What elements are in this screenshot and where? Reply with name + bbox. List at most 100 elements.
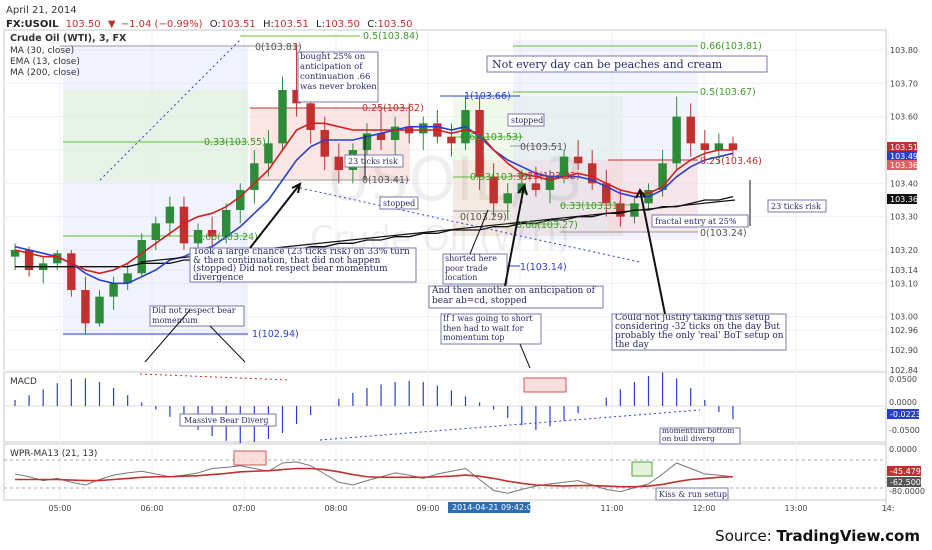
candle-body: [320, 130, 329, 157]
annotation-fractal-entry: fractal entry at 25%: [651, 214, 749, 228]
ma200-line: [15, 196, 734, 268]
annotation-bought-25: bought 25% on anticipation of continuati…: [297, 51, 379, 103]
fib-label: 1(103.14): [520, 262, 567, 273]
fib-label: 0.5(103.67): [700, 87, 756, 98]
open-value: 103.51: [221, 19, 256, 30]
legend-ma200: MA (200, close): [10, 68, 80, 78]
candle-body: [573, 156, 583, 164]
date-label: April 21, 2014: [6, 5, 77, 16]
ma30-line: [14, 122, 733, 275]
annotation-could-not-justify: Could not justify taking this setup cons…: [611, 313, 787, 351]
candle-body: [376, 133, 386, 140]
candle-body: [390, 126, 400, 140]
svg-text:Kiss & run setup: Kiss & run setup: [659, 490, 727, 499]
wpr-ma-tag: [887, 477, 921, 487]
svg-text:fractal entry at 25%: fractal entry at 25%: [655, 217, 737, 226]
svg-text:103.51: 103.51: [890, 143, 918, 152]
wpr-title: WPR-MA13 (21, 13): [10, 449, 97, 459]
candle-body: [179, 206, 189, 244]
candle-body: [658, 163, 667, 190]
svg-text:stopped: stopped: [511, 116, 543, 125]
y-tick-label: 103.14: [890, 266, 918, 275]
candle-body: [109, 283, 118, 297]
candle-body: [728, 143, 738, 150]
annotation-peaches: Not every day can be peaches and cream: [486, 55, 768, 73]
fib-label: 0(103.51): [520, 142, 567, 153]
arrow-head: [517, 184, 528, 196]
candle-body: [236, 190, 245, 210]
svg-text:stopped: stopped: [383, 199, 415, 208]
candle-body: [137, 240, 146, 274]
svg-text:-62.5000: -62.5000: [890, 478, 926, 487]
wpr-highlight-bottom: [631, 461, 653, 477]
x-tick-label: 12:00: [692, 504, 715, 513]
candle-body: [616, 203, 625, 217]
macd-axis: 0.0500 0.0000 -0.0500 -0.0223: [887, 375, 921, 435]
svg-text:0.0500: 0.0500: [889, 375, 917, 384]
fib-label: 0.25(103.62): [362, 103, 424, 114]
candle-body: [587, 163, 597, 184]
candle-body: [193, 230, 203, 244]
y-tick-label: 103.10: [890, 279, 918, 288]
fib-label: 0(103.24): [700, 228, 747, 239]
fib-label: 0.66(103.53): [460, 132, 522, 143]
moving-averages: [14, 122, 734, 285]
svg-text:23 ticks risk: 23 ticks risk: [348, 157, 398, 166]
fib-label: 0(103.81): [255, 42, 302, 53]
candle-body: [292, 90, 301, 104]
candle-body: [334, 156, 344, 170]
fib-label: 0.5(103.84): [363, 31, 419, 42]
candle-body: [53, 253, 62, 264]
svg-text:0.0000: 0.0000: [889, 445, 917, 454]
candle-body: [221, 210, 231, 237]
svg-text:Massive Bear Diverg: Massive Bear Diverg: [184, 416, 268, 425]
candle-body: [151, 223, 161, 240]
fib-label: 0.33(103.31): [560, 201, 622, 212]
candle-body: [123, 273, 132, 284]
legend-ma30: MA (30, close): [10, 46, 74, 56]
candle-body: [95, 296, 104, 324]
change-label: −1.04 (−0.99%): [121, 19, 203, 30]
x-tick-label: 09:00: [416, 504, 439, 513]
x-tick-label: 05:00: [48, 504, 71, 513]
y-tick-label: 103.00: [890, 313, 918, 322]
candle-body: [278, 90, 287, 144]
price-tag-black: [887, 194, 917, 204]
symbol-label: FX:USOIL: [6, 19, 59, 30]
fib-label: 0(103.41): [362, 175, 409, 186]
source-credit[interactable]: Source: TradingView.com: [715, 527, 920, 545]
fib-zone-2-red: [250, 108, 410, 180]
wpr-axis: 0.0000 -45.4792 -62.5000 -80.0000: [887, 445, 926, 496]
wpr-line: [14, 461, 734, 494]
candle-body: [24, 250, 34, 270]
y-tick-label: 103.20: [890, 246, 918, 255]
macd-value-tag: [887, 409, 919, 419]
svg-text:23 ticks risk: 23 ticks risk: [771, 202, 821, 211]
annotations: bought 25% on anticipation of continuati…: [149, 51, 827, 351]
y-tick-label: 102.90: [890, 346, 918, 355]
macd-bull-divergence-line: [319, 409, 701, 441]
candle-body: [700, 143, 710, 150]
candle-body: [531, 183, 541, 190]
annotation-large-chance: Took a large chance (23 ticks risk) on 3…: [189, 247, 417, 283]
close-value: 103.50: [378, 19, 413, 30]
candle-body: [419, 123, 428, 134]
annotation-23-ticks-risk-1: 23 ticks risk: [344, 154, 404, 168]
x-tick-label: 07:00: [232, 504, 255, 513]
candle-body: [672, 116, 681, 164]
price-tags: 103.51 103.49 103.36 103.36: [887, 142, 918, 204]
svg-text:-0.0500: -0.0500: [889, 426, 920, 435]
legend-ema13: EMA (13, close): [10, 57, 80, 67]
crosshair-time-tag: [448, 502, 530, 513]
candle-body: [602, 183, 611, 204]
candle-body: [67, 253, 76, 290]
price-tag-red: [887, 142, 917, 152]
candle-body: [264, 143, 273, 164]
fib-label: 0.33(103.35): [470, 172, 532, 183]
candle-body: [475, 110, 484, 177]
svg-text:-45.4792: -45.4792: [890, 467, 926, 476]
macd-divergence-line: [139, 373, 291, 381]
arrow: [639, 189, 666, 315]
annotation-bear-divergence: Did not respect bear momentum divergence: [149, 305, 245, 327]
